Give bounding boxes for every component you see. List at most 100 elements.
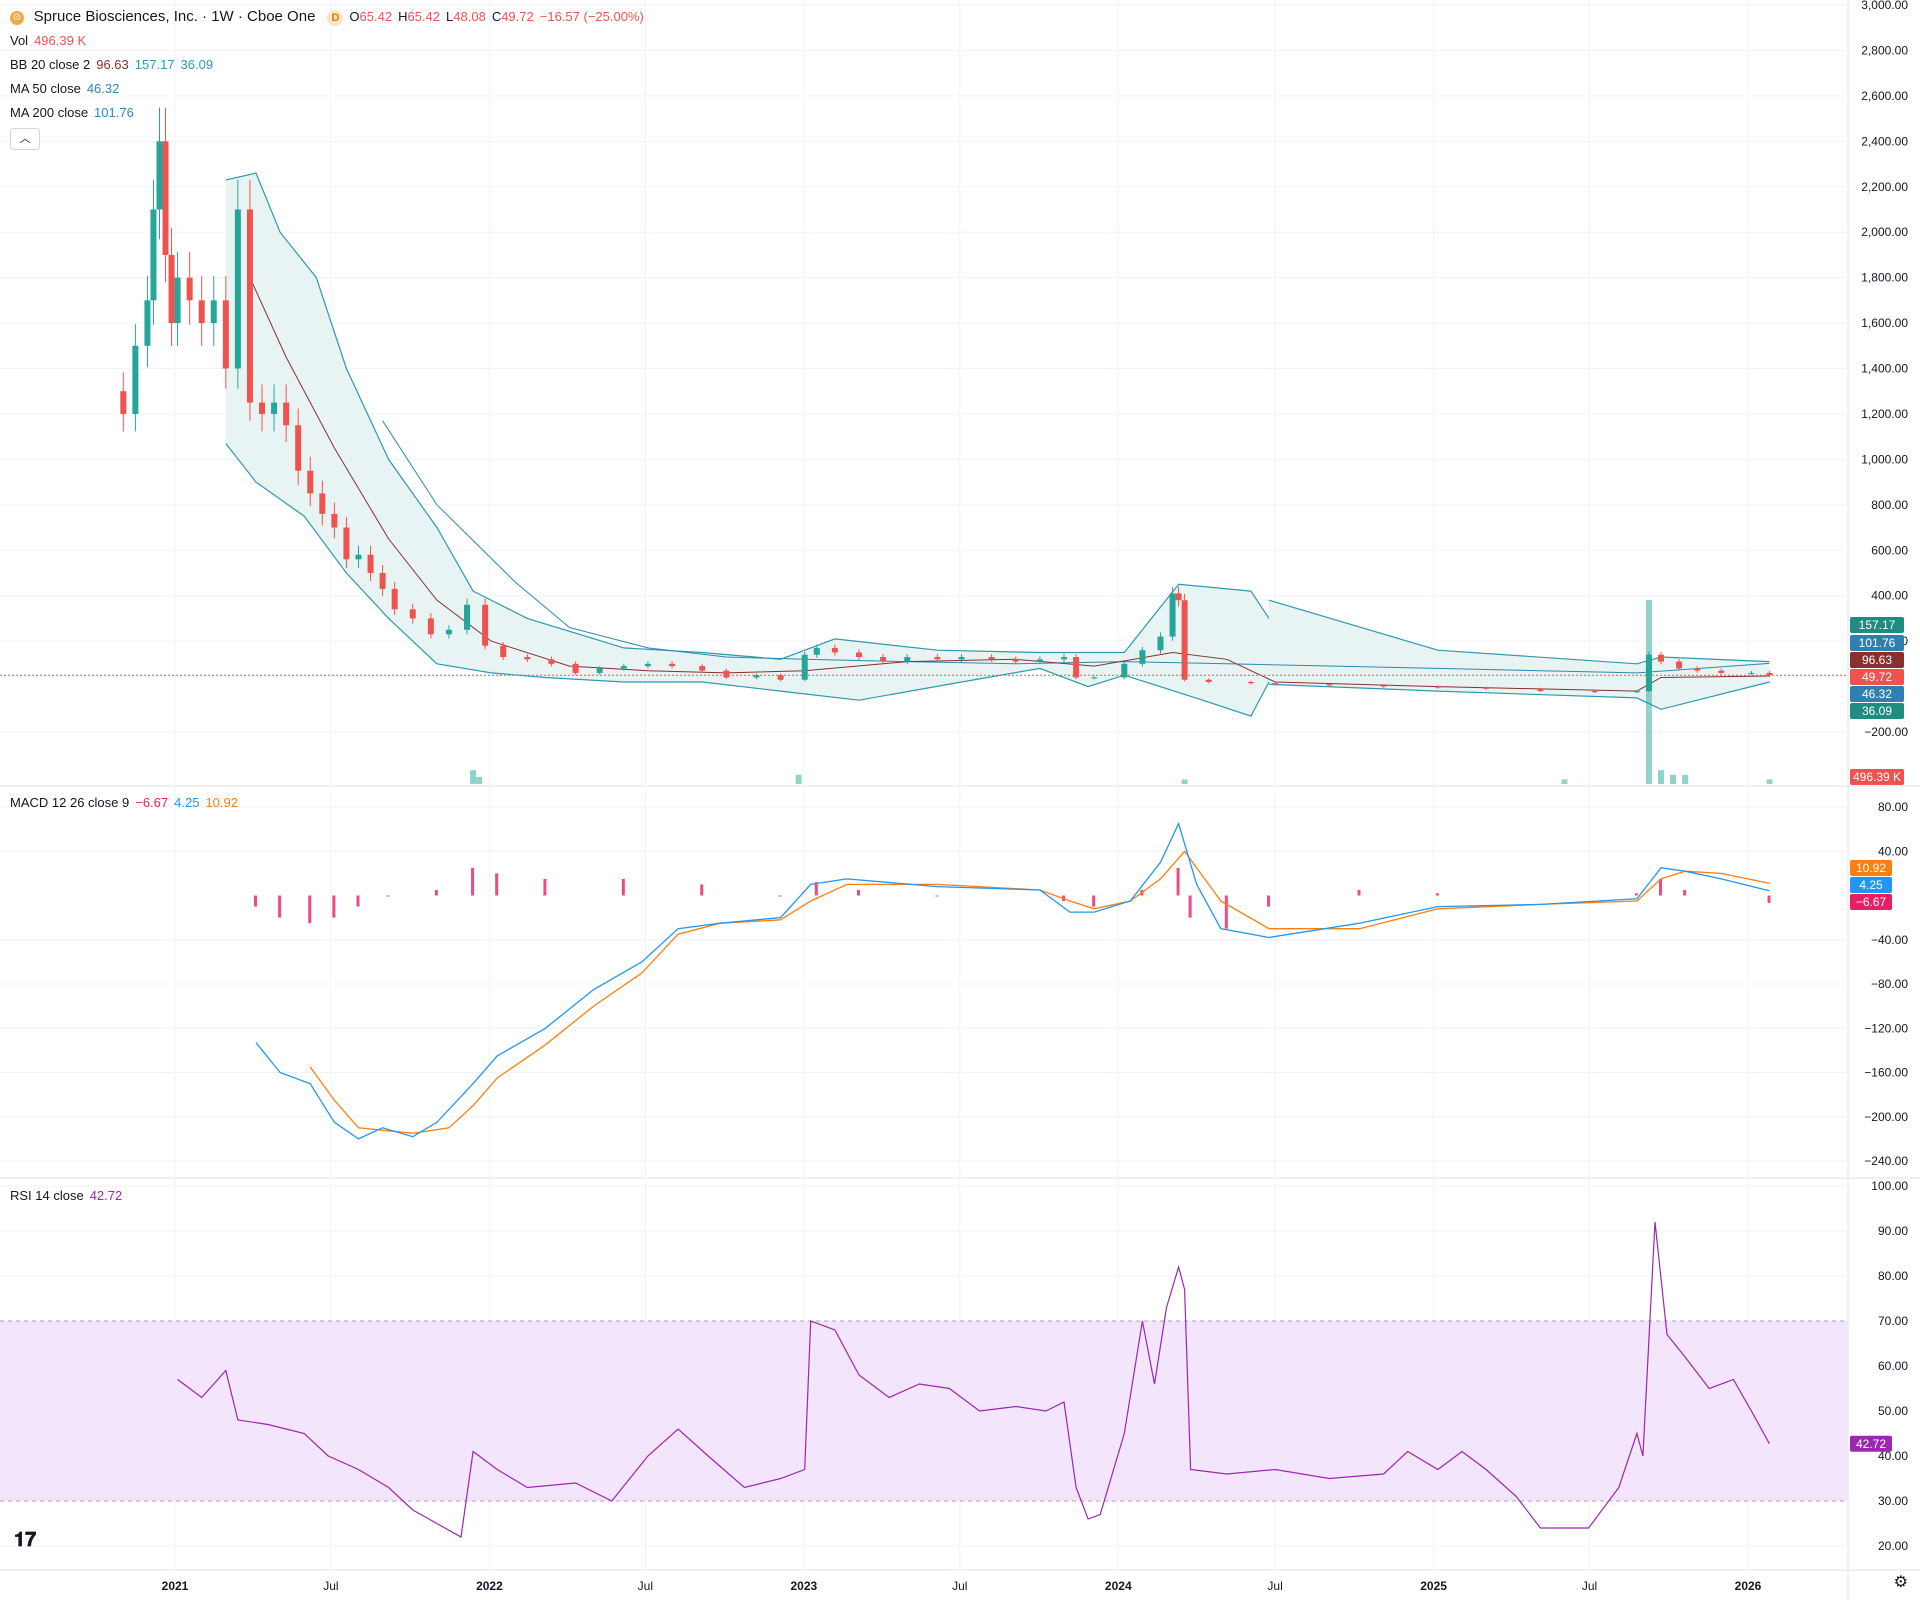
- macd-histogram-bar: [1176, 867, 1180, 896]
- volume-bar: [1670, 774, 1677, 784]
- gear-icon[interactable]: ⚙: [1893, 1574, 1908, 1591]
- price-badge-label: 96.63: [1862, 653, 1892, 667]
- macd-histogram-bar: [543, 878, 547, 896]
- bb-upper-line-late: [1268, 599, 1770, 665]
- rsi-band-fill: [0, 1321, 1848, 1501]
- macd-histogram-bar: [1634, 893, 1638, 896]
- candle-body: [307, 470, 314, 494]
- macd-histogram-bar: [1092, 895, 1096, 907]
- macd-histogram-bar: [1357, 889, 1361, 896]
- macd-axis-tick-label: 80.00: [1878, 800, 1908, 814]
- price-axis-tick-label: 1,800.00: [1861, 271, 1908, 285]
- rsi-legend[interactable]: RSI 14 close 42.72: [10, 1188, 128, 1204]
- time-axis-label: Jul: [323, 1579, 338, 1593]
- price-axis-tick-label: 600.00: [1871, 543, 1908, 557]
- price-axis-tick-label: 2,400.00: [1861, 134, 1908, 148]
- rsi-label: RSI 14 close: [10, 1188, 84, 1203]
- candle-body: [210, 300, 217, 324]
- price-badge: [1850, 686, 1904, 702]
- candle-body: [548, 659, 555, 664]
- bb-legend[interactable]: BB 20 close 2 96.63 157.17 36.09: [10, 57, 219, 73]
- candle-body: [1157, 636, 1164, 651]
- candle-body: [1766, 672, 1773, 676]
- rsi-value: 42.72: [89, 1188, 123, 1203]
- candle-body: [1061, 657, 1068, 660]
- candle-body: [1483, 687, 1490, 689]
- candle-body: [319, 493, 326, 514]
- price-badge: [1850, 652, 1904, 668]
- candle-body: [1676, 661, 1683, 669]
- candle-body: [904, 657, 911, 662]
- candle-body: [1139, 650, 1146, 664]
- macd-axis-tick-label: −80.00: [1871, 977, 1908, 991]
- rsi-line: [177, 1221, 1771, 1538]
- time-axis-label: 2024: [1105, 1579, 1132, 1593]
- symbol-logo-icon: ⊙: [10, 10, 24, 25]
- volume-bar: [1645, 600, 1652, 784]
- tradingview-logo-icon[interactable]: 𝟏𝟕: [14, 1527, 37, 1551]
- volume-bar: [1657, 770, 1664, 784]
- candle-body: [259, 402, 266, 414]
- price-badge-label: 49.72: [1862, 670, 1892, 684]
- candle-body: [777, 675, 784, 680]
- candle-body: [1380, 685, 1387, 687]
- candle-body: [1326, 684, 1333, 686]
- candle-body: [699, 666, 706, 671]
- macd-histogram-bar: [935, 895, 939, 897]
- candle-body: [222, 300, 229, 369]
- time-axis-label: Jul: [1267, 1579, 1282, 1593]
- candle-body: [156, 141, 163, 210]
- rsi-axis-tick-label: 90.00: [1878, 1224, 1908, 1238]
- macd-histogram-bar: [495, 873, 499, 896]
- candle-body: [379, 572, 386, 589]
- candle-body: [831, 647, 838, 653]
- macd-histogram-bar: [308, 895, 312, 924]
- volume-bar: [1181, 779, 1188, 784]
- volume-legend[interactable]: Vol 496.39 K: [10, 33, 92, 49]
- candle-body: [427, 618, 434, 635]
- macd-badge: [1850, 894, 1892, 910]
- rsi-axis-tick-label: 50.00: [1878, 1404, 1908, 1418]
- macd-histogram-bar: [1224, 895, 1228, 929]
- price-axis-tick-label: 800.00: [1871, 498, 1908, 512]
- macd-legend[interactable]: MACD 12 26 close 9 −6.67 4.25 10.92: [10, 795, 244, 811]
- candle-body: [855, 652, 862, 658]
- volume-bar: [1766, 779, 1773, 784]
- candle-body: [1537, 688, 1544, 692]
- bb-upper-value: 157.17: [134, 57, 175, 72]
- ohlc-l-label: L: [446, 9, 454, 24]
- candle-body: [1169, 593, 1176, 637]
- ma50-legend[interactable]: MA 50 close 46.32: [10, 81, 125, 97]
- candle-body: [1434, 686, 1441, 688]
- candle-body: [644, 663, 651, 667]
- macd-axis-tick-label: −40.00: [1871, 933, 1908, 947]
- macd-histogram-bar: [814, 882, 818, 896]
- candle-body: [958, 657, 965, 660]
- price-badge: [1850, 669, 1904, 685]
- macd-histogram-bar: [1188, 895, 1192, 918]
- macd-histogram-bar: [332, 895, 336, 918]
- candle-body: [283, 402, 290, 426]
- bb-band-fill: [225, 173, 1269, 717]
- time-axis-label: Jul: [638, 1579, 653, 1593]
- candle-body: [168, 254, 175, 324]
- price-axis-tick-label: 1,000.00: [1861, 452, 1908, 466]
- time-axis-label: 2026: [1735, 1579, 1762, 1593]
- candle-body: [988, 657, 995, 660]
- ma200-legend[interactable]: MA 200 close 101.76: [10, 105, 140, 121]
- rsi-axis-tick-label: 30.00: [1878, 1494, 1908, 1508]
- time-axis-label: 2021: [162, 1579, 189, 1593]
- candle-body: [1272, 683, 1279, 685]
- data-delay-badge[interactable]: D: [327, 9, 344, 26]
- symbol-title[interactable]: Spruce Biosciences, Inc. · 1W · Cboe One: [33, 8, 316, 25]
- candle-body: [150, 209, 157, 301]
- candle-body: [753, 675, 760, 678]
- candle-body: [1205, 679, 1212, 683]
- bb-lower-value: 36.09: [180, 57, 214, 72]
- candle-body: [1591, 691, 1598, 693]
- macd-axis-tick-label: −120.00: [1864, 1021, 1908, 1035]
- candle-body: [445, 629, 452, 635]
- candle-body: [1633, 691, 1640, 693]
- collapse-legend-button[interactable]: ︿: [10, 128, 40, 150]
